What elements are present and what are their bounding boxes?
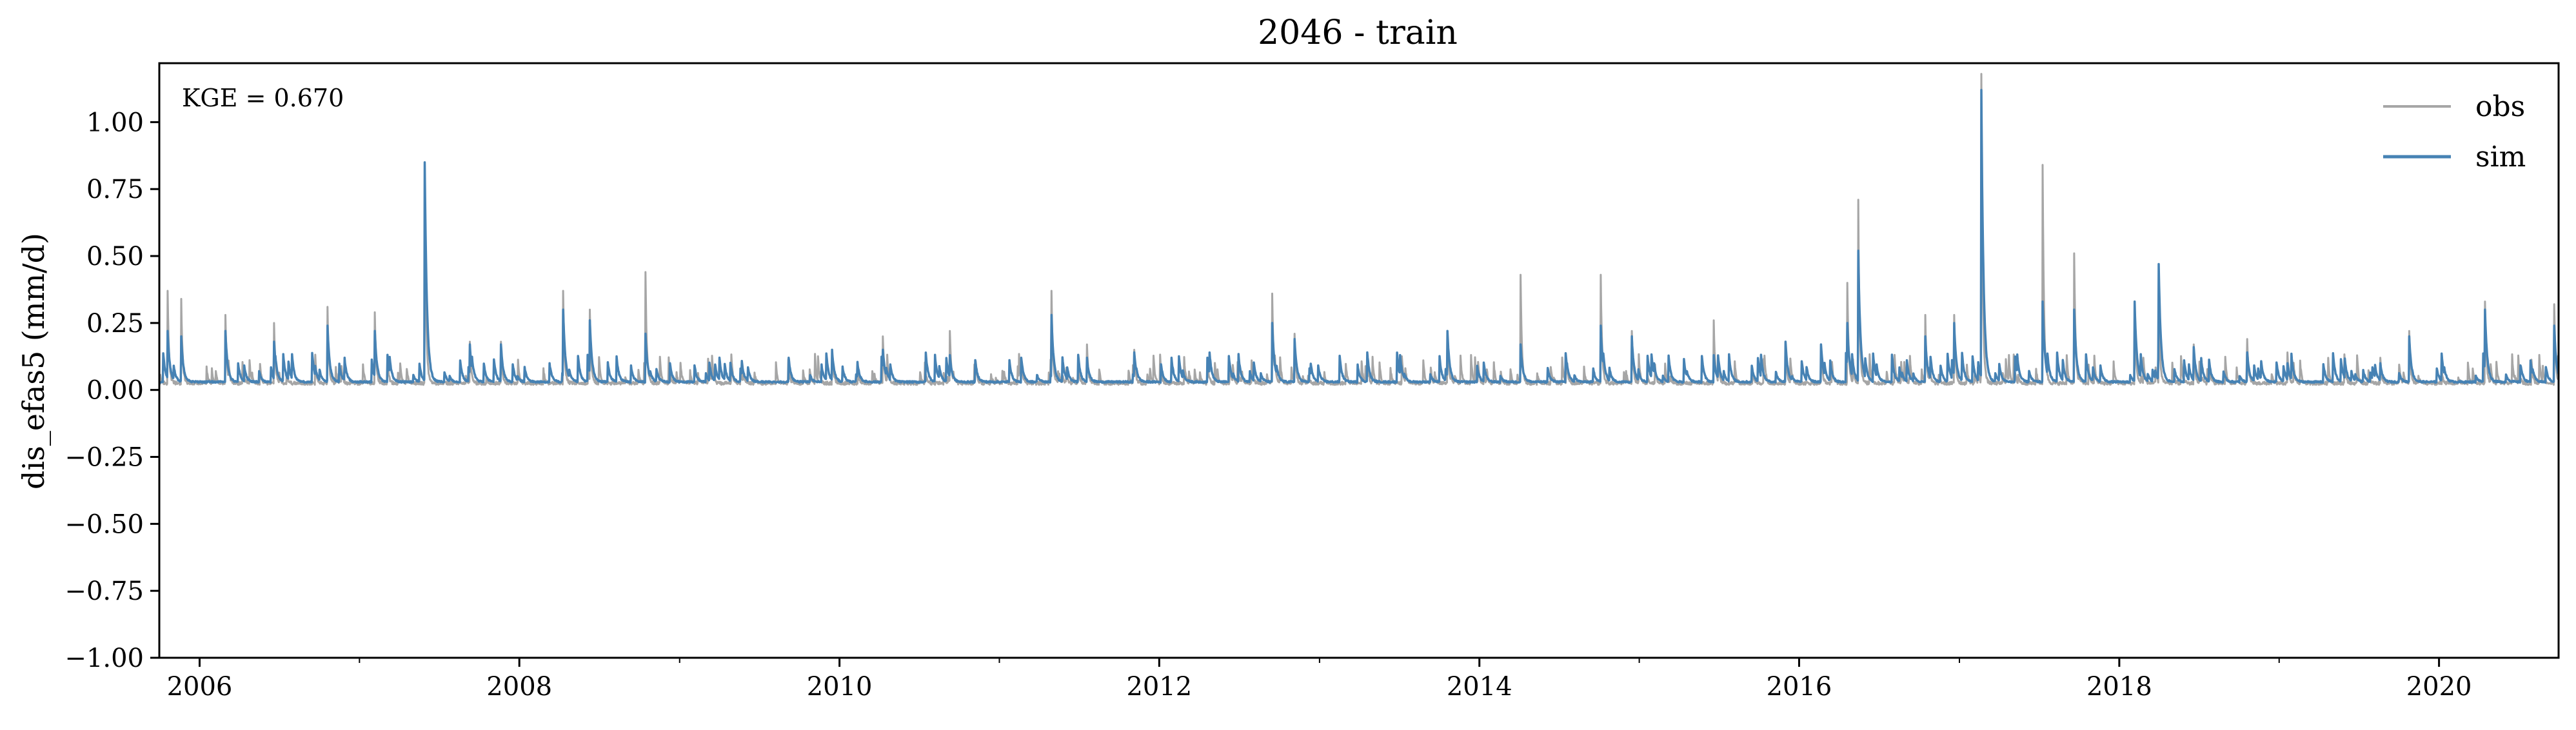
axes-layer: 1.00 0.75 0.50 0.25 0.00 −0.25 −0.50 −0.75 −1.00… bbox=[64, 108, 2472, 702]
y-tick-label: 0.25 bbox=[86, 309, 144, 339]
plot-frame bbox=[158, 62, 2560, 659]
y-tick-label: 0.50 bbox=[86, 242, 144, 271]
legend-label-obs: obs bbox=[2475, 90, 2525, 123]
x-tick-label: 2012 bbox=[1126, 672, 1192, 702]
y-tick-label: 0.75 bbox=[86, 175, 144, 204]
x-tick-label: 2020 bbox=[2406, 672, 2472, 702]
y-tick-label: −0.75 bbox=[64, 577, 144, 606]
y-axis-label: dis_efas5 (mm/d) bbox=[16, 233, 51, 489]
series-layer bbox=[158, 73, 2560, 386]
x-tick-label: 2008 bbox=[486, 672, 552, 702]
y-tick-label: 1.00 bbox=[86, 108, 144, 137]
x-tick-label: 2014 bbox=[1447, 672, 1512, 702]
x-tick-label: 2010 bbox=[807, 672, 873, 702]
legend-label-sim: sim bbox=[2475, 141, 2526, 173]
x-tick-label: 2016 bbox=[1767, 672, 1832, 702]
x-tick-label: 2018 bbox=[2086, 672, 2152, 702]
series-line-sim bbox=[158, 88, 2560, 384]
y-tick-label: −0.25 bbox=[64, 443, 144, 473]
kge-annotation: KGE = 0.670 bbox=[182, 84, 344, 112]
x-tick-label: 2006 bbox=[167, 672, 233, 702]
chart-title: 2046 - train bbox=[1258, 14, 1458, 52]
y-tick-label: 0.00 bbox=[86, 376, 144, 406]
legend: obs sim bbox=[2383, 90, 2526, 173]
y-tick-label: −1.00 bbox=[64, 644, 144, 673]
y-tick-label: −0.50 bbox=[64, 509, 144, 539]
